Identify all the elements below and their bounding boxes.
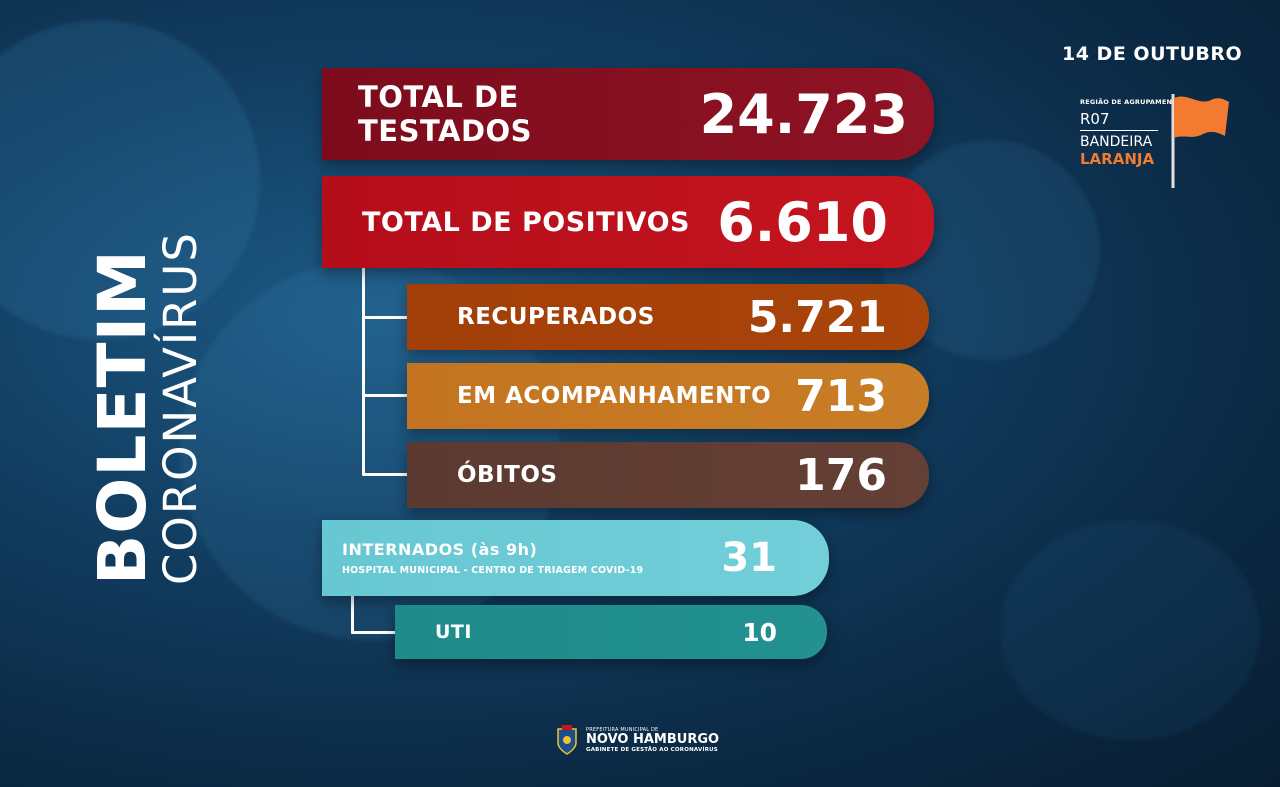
- bandeira-box: REGIÃO DE AGRUPAMENTO R07 BANDEIRA LARAN…: [1080, 98, 1240, 193]
- background-virus-shape: [1000, 520, 1260, 740]
- footer-text: PREFEITURA MUNICIPAL DE NOVO HAMBURGO GA…: [586, 727, 719, 753]
- total-testados-value: 24.723: [699, 82, 908, 146]
- city-crest-icon: [557, 725, 577, 755]
- connector-line: [362, 316, 426, 319]
- connector-line: [362, 394, 426, 397]
- flag-cloth: [1174, 96, 1229, 138]
- uti-value: 10: [742, 617, 777, 647]
- acompanhamento-bar: EM ACOMPANHAMENTO 713: [407, 363, 929, 429]
- internados-bar: INTERNADOS (às 9h) HOSPITAL MUNICIPAL - …: [322, 520, 829, 596]
- background-virus-shape: [0, 20, 260, 340]
- footer-gabinete: GABINETE DE GESTÃO AO CORONAVÍRUS: [586, 747, 718, 753]
- region-code: R07: [1080, 110, 1158, 131]
- uti-label: UTI: [435, 621, 472, 643]
- obitos-label: ÓBITOS: [457, 462, 558, 488]
- total-positivos-label: TOTAL DE POSITIVOS: [362, 206, 690, 238]
- recuperados-bar: RECUPERADOS 5.721: [407, 284, 929, 350]
- total-positivos-bar: TOTAL DE POSITIVOS 6.610: [322, 176, 934, 268]
- internados-label: INTERNADOS (às 9h): [342, 540, 538, 559]
- prefeitura-logo: PREFEITURA MUNICIPAL DE NOVO HAMBURGO GA…: [556, 725, 719, 755]
- total-testados-bar: TOTAL DE TESTADOS 24.723: [322, 68, 934, 160]
- title-boletim: BOLETIM: [84, 249, 161, 585]
- uti-bar: UTI 10: [395, 605, 827, 659]
- footer-prefeitura: PREFEITURA MUNICIPAL DE: [586, 727, 659, 733]
- bandeira-label: BANDEIRA: [1080, 134, 1153, 150]
- internados-sublabel: HOSPITAL MUNICIPAL - CENTRO DE TRIAGEM C…: [342, 565, 644, 576]
- date-label: 14 DE OUTUBRO: [1062, 43, 1243, 65]
- internados-label-group: INTERNADOS (às 9h) HOSPITAL MUNICIPAL - …: [342, 540, 643, 576]
- obitos-value: 176: [795, 449, 887, 501]
- title-coronavirus: CORONAVÍRUS: [154, 231, 207, 585]
- acompanhamento-value: 713: [795, 370, 887, 422]
- connector-line: [351, 588, 354, 634]
- bandeira-color-label: LARANJA: [1080, 150, 1155, 168]
- obitos-bar: ÓBITOS 176: [407, 442, 929, 508]
- vertical-title: BOLETIM CORONAVÍRUS: [84, 231, 207, 585]
- total-positivos-value: 6.610: [717, 190, 888, 254]
- recuperados-value: 5.721: [747, 291, 887, 343]
- orange-flag-icon: [1171, 94, 1229, 188]
- connector-line: [351, 631, 415, 634]
- recuperados-label: RECUPERADOS: [457, 304, 655, 330]
- footer-city: NOVO HAMBURGO: [586, 732, 720, 747]
- connector-line: [362, 258, 365, 475]
- acompanhamento-label: EM ACOMPANHAMENTO: [457, 383, 772, 409]
- connector-line: [362, 473, 426, 476]
- total-testados-label: TOTAL DE TESTADOS: [358, 80, 533, 148]
- internados-value: 31: [721, 535, 777, 581]
- region-label: REGIÃO DE AGRUPAMENTO: [1080, 98, 1183, 106]
